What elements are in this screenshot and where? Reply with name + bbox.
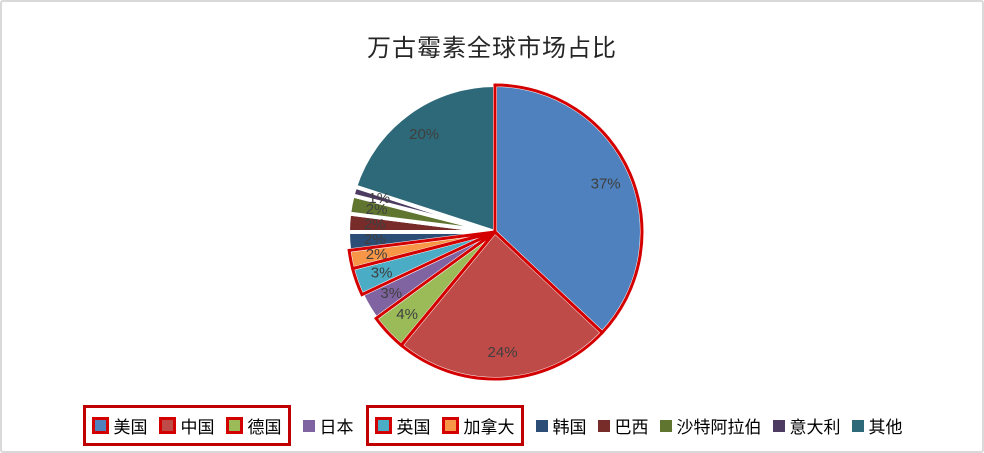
- pie-slice-label: 1%: [368, 190, 390, 207]
- pie-slice-label: 2%: [364, 216, 386, 233]
- legend-swatch-icon: [302, 419, 315, 432]
- legend-item-加拿大[interactable]: 加拿大: [441, 413, 515, 438]
- pie-slice-label: 2%: [366, 201, 388, 218]
- pie-slice-label: 3%: [371, 264, 393, 281]
- legend-swatch-icon: [441, 417, 459, 434]
- pie-slice-label: 20%: [409, 126, 439, 143]
- pie-slice-label: 24%: [488, 344, 518, 361]
- legend-item-沙特阿拉伯[interactable]: 沙特阿拉伯: [659, 413, 762, 438]
- pie-slice-label: 4%: [396, 306, 418, 323]
- legend-item-label: 日本: [319, 418, 354, 437]
- pie-slice-label: 3%: [380, 285, 402, 302]
- legend-item-label: 巴西: [614, 418, 649, 437]
- legend-item-label: 加拿大: [463, 418, 515, 437]
- legend-item-label: 中国: [180, 418, 215, 437]
- pie-slice-highlight-border: [347, 230, 496, 271]
- legend-swatch-icon: [91, 417, 109, 434]
- legend-item-label: 沙特阿拉伯: [676, 418, 762, 437]
- legend-swatch-icon: [772, 419, 785, 432]
- legend-item-label: 意大利: [789, 418, 841, 437]
- legend-item-英国[interactable]: 英国: [374, 413, 431, 438]
- pie-chart-svg: 37%24%4%3%3%2%2%2%2%1%20%: [345, 82, 644, 381]
- legend-swatch-icon: [374, 417, 392, 434]
- legend-item-巴西[interactable]: 巴西: [597, 413, 649, 438]
- legend-swatch-icon: [597, 419, 610, 432]
- pie-slice-highlight-border: [373, 230, 497, 348]
- legend-item-其他[interactable]: 其他: [851, 413, 903, 438]
- legend-swatch-icon: [158, 417, 176, 434]
- pie-slice-其他[interactable]: [352, 82, 497, 235]
- chart-legend: 美国 中国 德国 日本 英国 加拿大 韩国 巴西 沙特阿拉伯 意大利 其他: [2, 405, 982, 446]
- legend-swatch-icon: [535, 419, 548, 432]
- legend-item-美国[interactable]: 美国: [91, 413, 148, 438]
- legend-swatch-icon: [659, 419, 672, 432]
- pie-slice-highlight-border: [399, 229, 605, 381]
- legend-highlight-box: 美国 中国 德国: [82, 405, 291, 446]
- legend-swatch-icon: [851, 419, 864, 432]
- legend-item-label: 英国: [396, 418, 431, 437]
- legend-item-韩国[interactable]: 韩国: [535, 413, 587, 438]
- chart-title: 万古霉素全球市场占比: [367, 35, 617, 62]
- pie-slice-highlight-border: [493, 83, 644, 335]
- legend-item-label: 德国: [247, 418, 282, 437]
- legend-highlight-box: 英国 加拿大: [365, 405, 524, 446]
- legend-item-意大利[interactable]: 意大利: [772, 413, 841, 438]
- legend-item-中国[interactable]: 中国: [158, 413, 215, 438]
- legend-item-日本[interactable]: 日本: [302, 413, 354, 438]
- pie-slice-label: 2%: [366, 246, 388, 263]
- legend-item-label: 韩国: [552, 418, 587, 437]
- legend-item-label: 其他: [868, 418, 903, 437]
- legend-swatch-icon: [225, 417, 243, 434]
- legend-item-德国[interactable]: 德国: [225, 413, 282, 438]
- pie-slice-label: 37%: [591, 176, 621, 193]
- legend-item-label: 美国: [113, 418, 148, 437]
- pie-slice-label: 2%: [364, 231, 386, 248]
